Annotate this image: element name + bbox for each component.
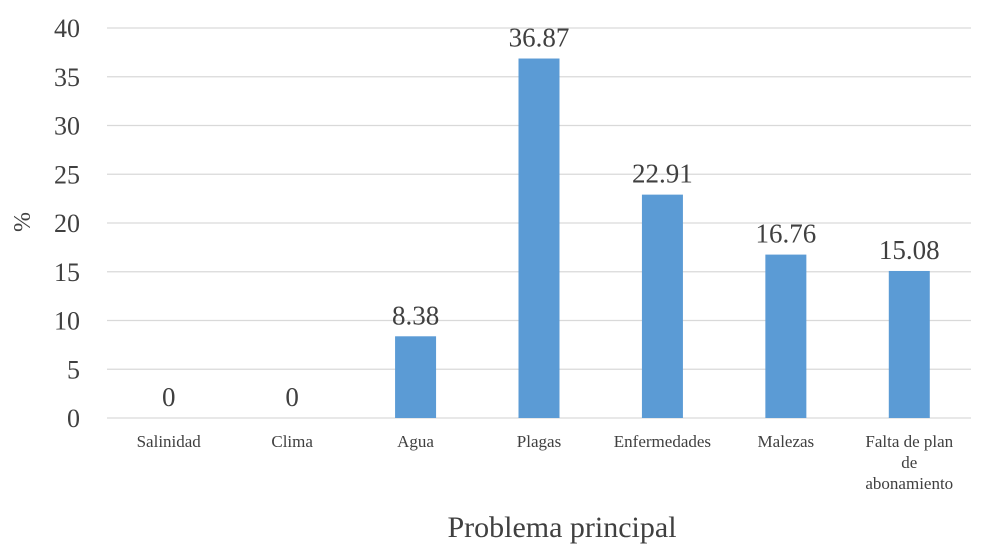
y-tick-label: 15 xyxy=(54,258,80,287)
bar xyxy=(765,254,807,418)
bar xyxy=(888,270,930,418)
x-tick-label: Clima xyxy=(271,432,313,451)
y-axis-ticks: 0 5 10 15 20 25 30 35 40 xyxy=(54,14,80,433)
data-label: 0 xyxy=(162,382,176,412)
data-label: 8.38 xyxy=(392,300,439,330)
x-axis-label: Problema principal xyxy=(447,511,676,544)
y-tick-label: 0 xyxy=(67,404,80,433)
x-tick-label: Agua xyxy=(397,432,434,451)
y-tick-label: 25 xyxy=(54,160,80,189)
bar xyxy=(641,194,683,418)
x-tick-label: Salinidad xyxy=(137,432,202,451)
x-tick-label: abonamiento xyxy=(865,474,953,493)
data-label: 0 xyxy=(285,382,299,412)
y-tick-label: 35 xyxy=(54,63,80,92)
y-tick-label: 30 xyxy=(54,112,80,141)
data-label: 16.76 xyxy=(755,219,816,249)
data-label: 15.08 xyxy=(879,235,940,265)
y-tick-label: 40 xyxy=(54,14,80,43)
data-labels: 0 0 8.38 36.87 22.91 16.76 15.08 xyxy=(162,23,940,412)
y-axis-label: % xyxy=(10,212,36,232)
data-label: 36.87 xyxy=(509,23,570,53)
y-tick-label: 5 xyxy=(67,355,80,384)
data-label: 22.91 xyxy=(632,159,693,189)
y-tick-label: 20 xyxy=(54,209,80,238)
x-axis-ticks: Salinidad Clima Agua Plagas Enfermedades Male… xyxy=(137,432,954,493)
x-tick-label: Falta de plan xyxy=(865,432,953,451)
y-tick-label: 10 xyxy=(54,307,80,336)
x-tick-label: de xyxy=(901,453,917,472)
x-tick-label: Enfermedades xyxy=(614,432,711,451)
bars xyxy=(395,58,930,418)
x-tick-label: Malezas xyxy=(758,432,815,451)
bar xyxy=(395,336,437,418)
bar xyxy=(518,58,560,418)
x-tick-label: Plagas xyxy=(517,432,561,451)
